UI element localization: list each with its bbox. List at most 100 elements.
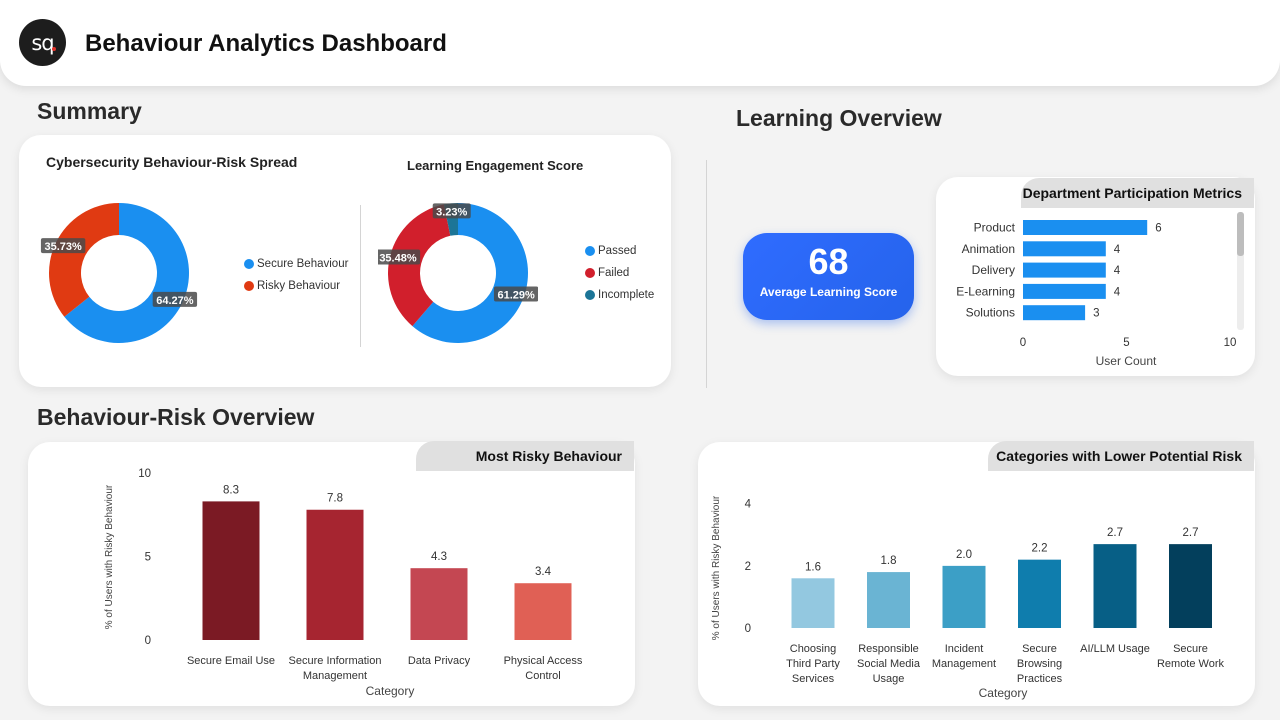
x-tick-label: Physical Access bbox=[504, 655, 583, 667]
x-tick-label: Browsing bbox=[1017, 658, 1062, 670]
legend-label: Secure Behaviour bbox=[257, 258, 349, 270]
value-label: 2.7 bbox=[1107, 527, 1123, 539]
y-axis-label: % of Users with Risky Behaviour bbox=[104, 484, 115, 629]
data-label-bg bbox=[378, 249, 421, 265]
divider bbox=[360, 205, 361, 347]
legend-label: Failed bbox=[598, 267, 630, 279]
legend-label: Passed bbox=[598, 245, 637, 257]
x-tick-label: 5 bbox=[1123, 337, 1129, 349]
risky-bar-chart: 0 5 10 % of Users with Risky Behaviour 8.3 Se… bbox=[104, 468, 583, 698]
engagement-title: Learning Engagement Score bbox=[407, 158, 584, 173]
risky-card: 0 5 10 % of Users with Risky Behaviour 8.3 Se… bbox=[28, 442, 635, 706]
average-score-value: 68 bbox=[808, 241, 849, 282]
lower-risk-card: 0 2 4 % of Users with Risky Behaviour 1.6 Cho… bbox=[698, 442, 1255, 706]
lower-risk-bar-chart: 0 2 4 % of Users with Risky Behaviour 1.6 Cho… bbox=[711, 495, 1225, 700]
engagement-donut: 61.29% 35.48% 3.23% bbox=[378, 203, 538, 343]
data-label: 35.73% bbox=[44, 241, 82, 253]
section-title-behaviour-risk: Behaviour-Risk Overview bbox=[37, 404, 315, 430]
x-tick-label: Secure Email Use bbox=[187, 655, 275, 667]
app-header: sq Behaviour Analytics Dashboard bbox=[0, 0, 1280, 86]
x-tick-label: Third Party bbox=[786, 658, 840, 670]
x-tick-label: Usage bbox=[873, 673, 905, 685]
donut-slice[interactable] bbox=[387, 204, 451, 327]
x-tick-label: Management bbox=[932, 658, 996, 670]
average-score-label: Average Learning Score bbox=[759, 285, 898, 299]
x-tick-label: Secure bbox=[1022, 643, 1057, 655]
bar[interactable] bbox=[410, 568, 468, 640]
legend-dot-icon bbox=[244, 259, 254, 269]
bar[interactable] bbox=[1023, 305, 1086, 321]
x-tick-label: Control bbox=[525, 670, 560, 682]
bar[interactable] bbox=[514, 583, 572, 640]
summary-card: Cybersecurity Behaviour-Risk Spread Lear… bbox=[19, 135, 671, 387]
section-title-summary: Summary bbox=[37, 98, 142, 124]
engagement-legend: Passed Failed Incomplete bbox=[585, 240, 654, 306]
bar[interactable] bbox=[306, 509, 364, 640]
department-bar-chart: Product 6 Animation 4 Delivery 4 E-Learning 4 So… bbox=[956, 220, 1237, 368]
risk-spread-title: Cybersecurity Behaviour-Risk Spread bbox=[46, 154, 298, 170]
learning-divider bbox=[706, 160, 707, 388]
bar[interactable] bbox=[1023, 241, 1106, 257]
logo-text: sq bbox=[31, 30, 54, 55]
bar[interactable] bbox=[1023, 283, 1106, 299]
legend-item-incomplete: Incomplete bbox=[585, 284, 654, 306]
legend-item-secure: Secure Behaviour bbox=[244, 253, 348, 275]
x-tick-label: Remote Work bbox=[1157, 658, 1225, 670]
legend-item-passed: Passed bbox=[585, 240, 654, 262]
logo-dot-icon bbox=[52, 47, 56, 51]
value-label: 6 bbox=[1155, 223, 1161, 235]
y-axis-label: % of Users with Risky Behaviour bbox=[711, 495, 722, 640]
department-scrollbar[interactable] bbox=[1237, 212, 1244, 330]
data-label: 35.48% bbox=[379, 252, 417, 264]
x-tick-label: Incident bbox=[945, 643, 984, 655]
department-title: Department Participation Metrics bbox=[1021, 178, 1254, 208]
value-label: 4.3 bbox=[431, 551, 447, 563]
x-tick-label: 0 bbox=[1020, 337, 1026, 349]
bar[interactable] bbox=[867, 572, 910, 628]
bar[interactable] bbox=[1093, 544, 1137, 628]
category-label: Product bbox=[974, 221, 1016, 235]
legend-item-risky: Risky Behaviour bbox=[244, 275, 348, 297]
legend-item-failed: Failed bbox=[585, 262, 654, 284]
value-label: 1.8 bbox=[881, 555, 897, 567]
bar[interactable] bbox=[202, 501, 260, 640]
bar[interactable] bbox=[1018, 559, 1061, 628]
category-label: Animation bbox=[962, 242, 1015, 256]
value-label: 1.6 bbox=[805, 561, 821, 573]
data-label: 61.29% bbox=[497, 290, 535, 302]
value-label: 3.4 bbox=[535, 566, 552, 578]
x-tick-label: AI/LLM Usage bbox=[1080, 643, 1150, 655]
value-label: 8.3 bbox=[223, 484, 239, 496]
value-label: 4 bbox=[1114, 265, 1121, 277]
bar[interactable] bbox=[791, 578, 835, 628]
logo: sq bbox=[19, 19, 66, 66]
legend-dot-icon bbox=[585, 268, 595, 278]
legend-label: Risky Behaviour bbox=[257, 280, 341, 292]
category-label: E-Learning bbox=[956, 284, 1015, 298]
value-label: 7.8 bbox=[327, 493, 343, 505]
x-tick-label: Services bbox=[792, 673, 835, 685]
data-label-bg bbox=[40, 238, 86, 254]
x-tick-label: Secure bbox=[1173, 643, 1208, 655]
legend-dot-icon bbox=[585, 290, 595, 300]
bar[interactable] bbox=[942, 565, 986, 628]
risk-spread-donut: 64.27% 35.73% bbox=[40, 203, 198, 343]
y-tick-label: 5 bbox=[145, 552, 151, 564]
bar[interactable] bbox=[1023, 262, 1106, 278]
value-label: 2.2 bbox=[1032, 543, 1048, 555]
value-label: 4 bbox=[1114, 244, 1121, 256]
average-score-card: 68 Average Learning Score bbox=[743, 233, 914, 320]
bar[interactable] bbox=[1023, 220, 1148, 235]
bar[interactable] bbox=[1169, 544, 1212, 628]
value-label: 2.7 bbox=[1183, 527, 1199, 539]
donut-slice[interactable] bbox=[64, 203, 189, 343]
x-tick-label: 10 bbox=[1224, 337, 1237, 349]
data-label-bg bbox=[432, 203, 471, 219]
legend-dot-icon bbox=[244, 281, 254, 291]
x-tick-label: Secure Information bbox=[289, 655, 382, 667]
x-axis-label: User Count bbox=[1096, 354, 1157, 368]
donut-slice[interactable] bbox=[49, 203, 120, 317]
risk-spread-legend: Secure Behaviour Risky Behaviour bbox=[244, 253, 348, 297]
department-scroll-thumb[interactable] bbox=[1237, 212, 1244, 256]
donut-slice[interactable] bbox=[412, 203, 528, 343]
